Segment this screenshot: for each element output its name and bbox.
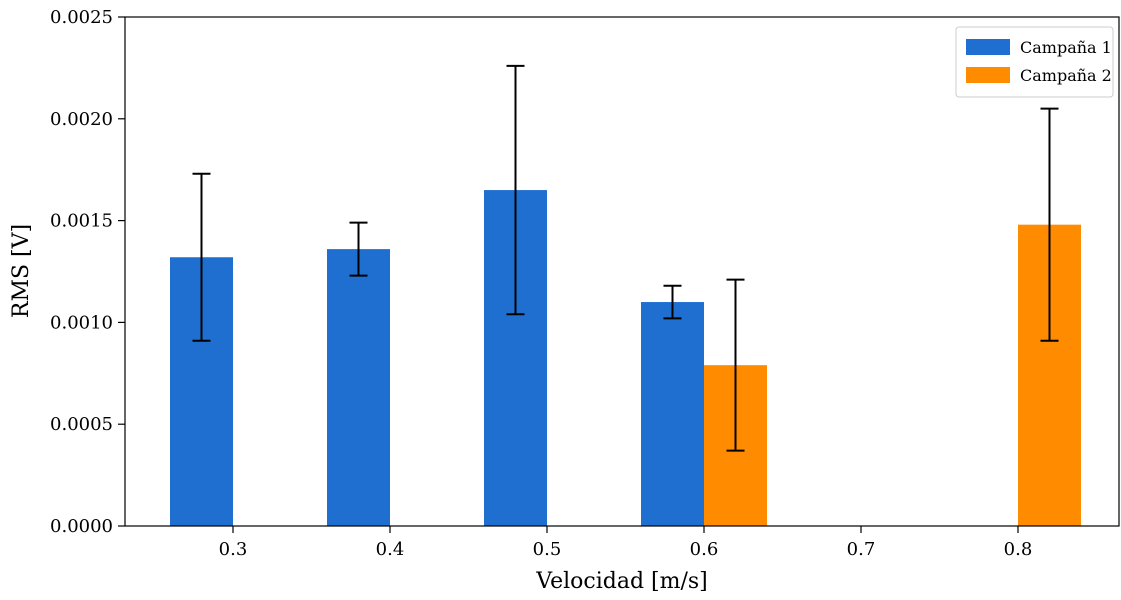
legend-swatch <box>966 67 1010 83</box>
y-tick-label: 0.0015 <box>50 211 113 232</box>
x-tick-label: 0.3 <box>219 539 248 560</box>
y-tick-label: 0.0020 <box>50 109 113 130</box>
bar-1-0.4 <box>327 249 390 526</box>
errorbars-layer <box>192 64 1059 452</box>
legend-label: Campaña 1 <box>1020 38 1112 57</box>
x-tick-label: 0.8 <box>1004 539 1033 560</box>
x-tick-label: 0.5 <box>533 539 562 560</box>
bar-1-0.6 <box>641 302 704 526</box>
legend: Campaña 1 Campaña 2 <box>955 26 1114 98</box>
x-tick-label: 0.6 <box>690 539 719 560</box>
legend-swatch <box>966 39 1010 55</box>
x-axis: 0.3 0.4 0.5 0.6 0.7 0.8 <box>219 526 1033 560</box>
x-tick-label: 0.4 <box>376 539 405 560</box>
y-tick-label: 0.0005 <box>50 414 113 435</box>
legend-label: Campaña 2 <box>1020 66 1112 85</box>
x-tick-label: 0.7 <box>847 539 876 560</box>
x-axis-label: Velocidad [m/s] <box>535 569 708 594</box>
y-axis-label: RMS [V] <box>9 224 34 318</box>
y-tick-label: 0.0000 <box>50 516 113 537</box>
plot-frame <box>124 16 1120 527</box>
y-tick-label: 0.0010 <box>50 312 113 333</box>
y-tick-label: 0.0025 <box>50 7 113 28</box>
y-axis: 0.0000 0.0005 0.0010 0.0015 0.0020 0.0025 <box>50 7 125 537</box>
bars-layer <box>170 190 1081 527</box>
